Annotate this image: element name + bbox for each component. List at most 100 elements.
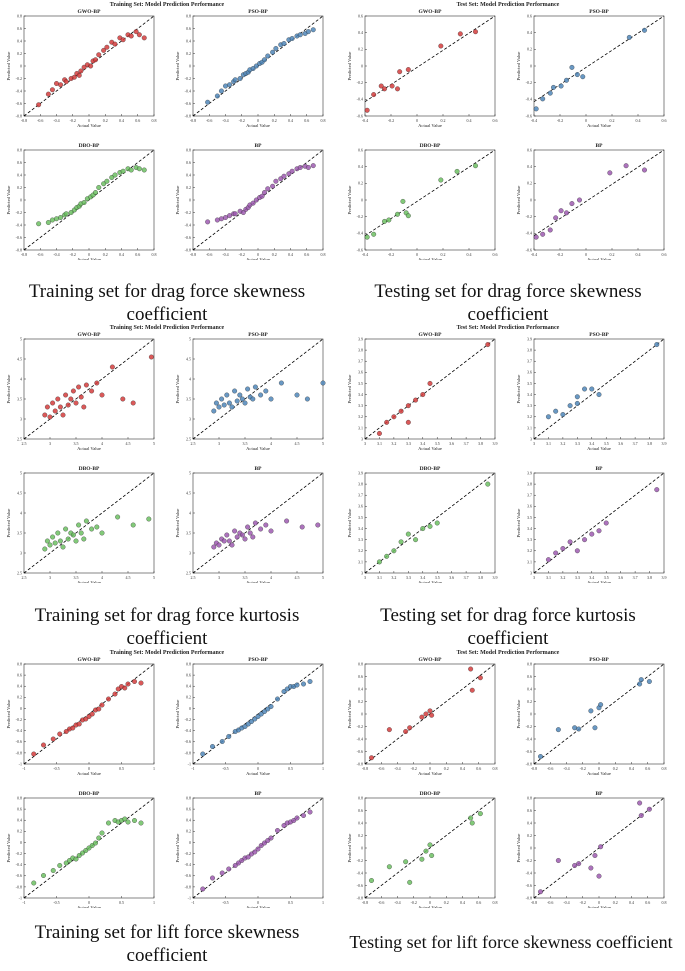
subplot-title: GWO-BP (78, 9, 102, 15)
x-tick-label: -0.2 (557, 252, 563, 257)
y-axis-label: Predicted Value (347, 186, 352, 215)
subplot-gwo-bp: GWO-BP -1 -0.5 0 0.5 1 -1 -0.8 -0.6 -0.4 -0.2 0 0.2 0… (6, 657, 155, 776)
y-axis-label: Predicted Value (6, 509, 11, 538)
data-point (477, 811, 483, 817)
data-point (249, 719, 254, 724)
data-point (234, 534, 240, 540)
data-point (434, 520, 440, 526)
x-tick-label: 3.3 (406, 441, 411, 446)
data-point (219, 396, 225, 402)
y-tick-label: -0.2 (357, 858, 363, 863)
x-tick-label: 0.6 (645, 900, 650, 905)
x-tick-label: -1 (191, 766, 194, 771)
y-tick-label: -0.4 (526, 870, 532, 875)
data-point (419, 714, 425, 720)
data-point (255, 714, 261, 719)
x-tick-label: -0.8 (531, 766, 537, 771)
data-point (398, 408, 404, 414)
y-tick-label: -0.2 (526, 214, 532, 219)
y-tick-label: 0.4 (186, 38, 191, 43)
x-tick-label: -0.8 (190, 252, 196, 257)
y-tick-label: 3.9 (527, 336, 532, 341)
data-point (245, 721, 251, 727)
y-tick-label: 3.2 (527, 414, 532, 419)
x-tick-label: 0.2 (272, 118, 277, 123)
x-tick-label: 4 (270, 441, 272, 446)
x-axis-label: Actual Value (77, 771, 101, 776)
data-point (138, 680, 144, 686)
y-tick-label: 0.2 (527, 833, 532, 838)
subplot-title: GWO-BP (419, 9, 443, 15)
data-point (580, 74, 586, 80)
subplot-bp: BP 3 3.1 3.2 3.3 3.4 3.5 3.6 3.7 3.8 3.9 3 3.1 3.2 3.3… (516, 466, 667, 583)
x-axis-label: Actual Value (77, 446, 101, 451)
data-point (122, 685, 128, 691)
data-point (130, 400, 136, 406)
subplot-title: BP (254, 466, 262, 472)
y-tick-label: 5 (189, 336, 191, 341)
data-point (83, 518, 89, 524)
y-tick-label: 0.8 (186, 661, 191, 666)
data-point (305, 165, 311, 170)
y-tick-label: 0.8 (17, 795, 22, 800)
data-point (485, 481, 491, 487)
x-tick-label: 0.6 (493, 118, 498, 123)
data-point (376, 559, 382, 565)
data-point (268, 704, 274, 709)
data-point (78, 530, 84, 536)
data-point (405, 213, 411, 219)
y-tick-label: -0.6 (357, 113, 363, 118)
y-tick-label: 0.4 (527, 164, 532, 169)
x-tick-label: 0 (257, 118, 259, 123)
data-point (572, 863, 578, 868)
x-tick-label: 0.2 (441, 118, 446, 123)
data-point (55, 530, 61, 536)
data-point (262, 190, 267, 195)
y-tick-label: -1 (19, 761, 22, 766)
x-tick-label: 1 (153, 900, 155, 905)
data-point (58, 215, 64, 220)
x-tick-label: 0 (257, 766, 259, 771)
x-tick-label: 0.4 (460, 900, 465, 905)
y-tick-label: 3.7 (358, 359, 363, 364)
x-tick-label: -0.2 (239, 252, 245, 257)
subplot-title: PSO-BP (589, 9, 609, 15)
data-point (120, 37, 126, 43)
data-point (70, 388, 76, 394)
x-tick-label: -0.8 (190, 118, 196, 123)
y-tick-label: 0.4 (358, 30, 363, 35)
data-point (473, 163, 478, 169)
y-tick-label: 0.6 (186, 673, 191, 678)
x-tick-label: 0.2 (444, 766, 449, 771)
data-point (315, 522, 321, 528)
data-point (226, 734, 232, 739)
data-point (89, 711, 95, 717)
data-point (588, 708, 594, 714)
x-tick-label: 4 (101, 575, 103, 580)
data-point (109, 364, 115, 370)
data-point (553, 408, 559, 414)
data-point (67, 858, 72, 863)
y-tick-label: 3.6 (527, 370, 532, 375)
y-tick-label: 0.6 (527, 674, 532, 679)
y-tick-label: -0.8 (357, 895, 363, 900)
subplot-title: PSO-BP (248, 657, 268, 663)
subplot-title: BP (254, 143, 262, 149)
data-point (598, 844, 604, 850)
x-axis-label: Actual Value (246, 771, 270, 776)
y-tick-label: -0.8 (357, 761, 363, 766)
data-point (310, 27, 316, 33)
y-tick-label: -0.6 (16, 235, 22, 240)
data-point (423, 848, 429, 854)
data-point (106, 820, 111, 826)
data-point (258, 392, 264, 398)
data-point (81, 536, 87, 542)
x-tick-label: 0.6 (476, 766, 481, 771)
data-point (50, 868, 56, 873)
y-tick-label: 0.6 (186, 160, 191, 165)
x-tick-label: 0 (416, 252, 418, 257)
data-point (378, 83, 384, 89)
data-point (391, 414, 397, 420)
x-tick-label: 0.5 (119, 900, 124, 905)
x-tick-label: -0.8 (362, 766, 368, 771)
